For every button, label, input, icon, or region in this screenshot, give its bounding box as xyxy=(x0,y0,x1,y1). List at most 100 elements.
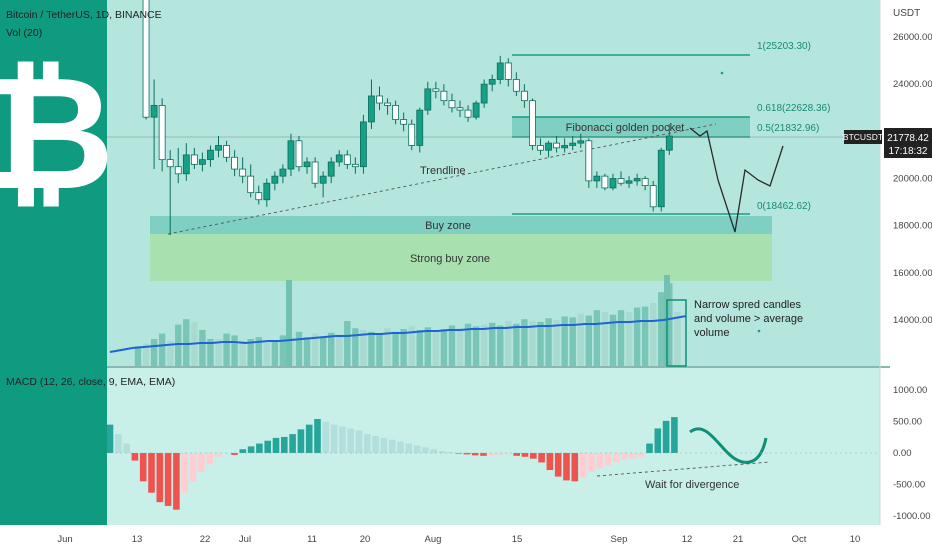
time-tick-label: Sep xyxy=(611,534,628,545)
volume-bar xyxy=(360,330,367,366)
candle xyxy=(617,178,625,184)
macd-bar xyxy=(438,451,446,453)
last-price-badge xyxy=(884,128,932,158)
fib-618-label: 0.618(22628.36) xyxy=(757,103,830,114)
volume-bar xyxy=(142,343,150,366)
volume-bar xyxy=(352,328,359,366)
macd-divergence-line[interactable] xyxy=(596,461,771,477)
candle xyxy=(303,161,311,168)
volume-bar xyxy=(456,328,464,366)
macd-bar xyxy=(388,439,396,453)
macd-bar xyxy=(239,449,247,453)
candle xyxy=(424,88,432,111)
price-tick-label: 16000.00 xyxy=(893,268,932,279)
time-tick-label: 10 xyxy=(850,534,861,545)
macd-bar xyxy=(662,420,670,453)
macd-bar xyxy=(496,453,504,455)
volume-bar xyxy=(311,333,319,366)
strong-buy-zone[interactable] xyxy=(150,234,772,281)
macd-bar xyxy=(455,453,462,454)
candle xyxy=(561,145,569,149)
candle xyxy=(512,79,520,92)
volume-highlight-box[interactable] xyxy=(666,299,687,367)
volume-bar xyxy=(529,321,536,366)
macd-bar xyxy=(513,453,520,456)
volume-bar xyxy=(497,325,504,366)
macd-bar xyxy=(347,428,354,453)
candle xyxy=(311,161,319,184)
volume-bar xyxy=(134,346,142,366)
volume-bar xyxy=(286,280,292,366)
volume-bar xyxy=(416,330,423,366)
volume-bar xyxy=(472,326,480,366)
volume-bar xyxy=(448,325,456,366)
candle xyxy=(464,109,472,118)
volume-bar xyxy=(167,340,174,366)
macd-bar xyxy=(463,453,471,455)
golden-pocket-label: Fibonacci golden pocket xyxy=(566,122,685,134)
price-axis-bg[interactable] xyxy=(880,0,932,525)
volume-bar xyxy=(247,339,254,366)
macd-bar xyxy=(488,453,496,456)
volume-bar xyxy=(344,321,351,366)
macd-bar xyxy=(613,453,620,463)
volume-bar xyxy=(231,335,238,366)
macd-bar xyxy=(247,446,255,453)
volume-bar xyxy=(424,327,431,366)
volume-ma-line xyxy=(109,315,687,353)
volume-bar xyxy=(569,317,576,366)
volume-label[interactable]: Vol (20) xyxy=(6,27,42,39)
macd-bar xyxy=(156,453,164,503)
macd-bar xyxy=(596,453,603,469)
candle xyxy=(625,180,633,184)
macd-bar xyxy=(505,453,512,454)
candle xyxy=(585,140,593,182)
macd-bar xyxy=(231,453,238,455)
time-axis-bg[interactable] xyxy=(0,525,932,550)
volume-bar xyxy=(545,318,552,366)
candle xyxy=(609,178,617,189)
volume-bar xyxy=(239,340,246,366)
macd-bar xyxy=(554,453,562,477)
macd-histogram-group xyxy=(106,417,678,510)
buy-zone[interactable] xyxy=(150,216,772,234)
candle xyxy=(166,159,174,168)
volume-bar xyxy=(408,326,415,366)
volume-bar xyxy=(480,324,488,366)
price-projection-line[interactable] xyxy=(689,127,784,233)
candle xyxy=(537,145,544,151)
macd-bar xyxy=(621,453,628,460)
macd-bar xyxy=(272,437,280,453)
volume-bar xyxy=(489,322,496,366)
golden-pocket-box[interactable] xyxy=(512,117,750,137)
macd-bar xyxy=(264,440,271,453)
candle xyxy=(649,185,657,208)
trendline-label: Trendline xyxy=(420,165,465,177)
symbol-title[interactable]: Bitcoin / TetherUS, 1D, BINANCE xyxy=(6,9,162,21)
macd-label[interactable]: MACD (12, 26, close, 9, EMA, EMA) xyxy=(6,376,175,388)
candle xyxy=(319,175,327,184)
macd-divergence-label: Wait for divergence xyxy=(645,479,739,491)
volume-bar xyxy=(593,310,601,366)
candle xyxy=(190,154,198,165)
marker-dot xyxy=(720,71,724,75)
candle xyxy=(456,107,464,111)
volume-bar xyxy=(400,329,407,366)
candle xyxy=(633,178,641,182)
macd-bar xyxy=(314,418,321,453)
candle xyxy=(287,140,295,170)
volume-bar xyxy=(384,328,391,366)
candle xyxy=(231,156,239,170)
volume-note-line-3: volume xyxy=(694,327,729,339)
volume-bar xyxy=(440,329,448,366)
candle xyxy=(529,100,536,146)
time-tick-label: Aug xyxy=(425,534,442,545)
candle xyxy=(182,154,190,175)
volume-bar xyxy=(207,339,214,366)
macd-bar xyxy=(198,453,205,472)
candle xyxy=(472,102,480,118)
macd-bar xyxy=(139,453,147,482)
macd-projection-curve[interactable] xyxy=(689,427,768,464)
